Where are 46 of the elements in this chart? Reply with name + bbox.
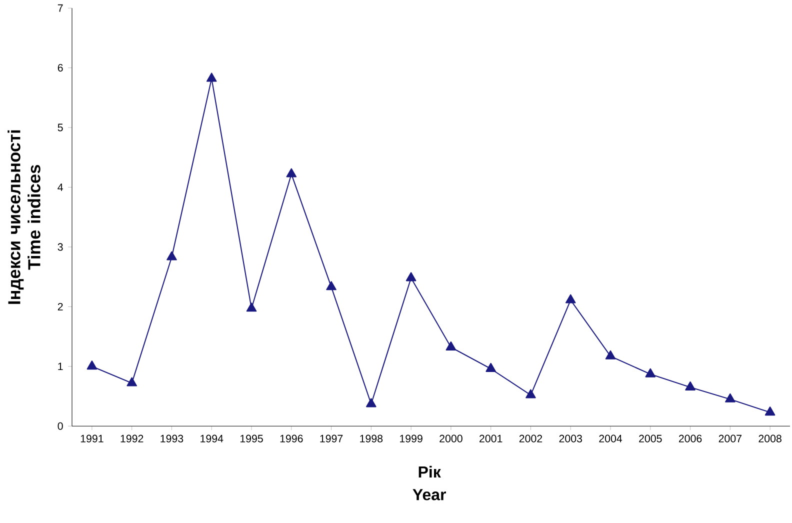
- point: [326, 281, 336, 290]
- x-tick-label: 1997: [320, 434, 343, 442]
- y-axis-title: Індекси чисельності Time indices: [8, 130, 40, 304]
- y-tick-label: 5: [58, 124, 63, 132]
- point: [764, 406, 776, 416]
- x-tick-label: 2002: [519, 434, 542, 442]
- point: [526, 389, 536, 398]
- x-tick-label: 1992: [120, 434, 144, 442]
- x-tick-label: 1998: [360, 434, 383, 442]
- x-tick-label: 1994: [200, 434, 224, 442]
- point: [725, 393, 736, 402]
- x-axis-title: Рік Year: [412, 466, 446, 500]
- x-tick-label: 2003: [559, 434, 582, 442]
- point: [286, 168, 297, 178]
- point: [366, 398, 376, 408]
- x-tick-label: 1995: [240, 434, 263, 442]
- x-tick-label: 2005: [639, 434, 662, 442]
- point: [126, 377, 137, 386]
- point: [605, 350, 616, 360]
- x-tick-label: 2007: [718, 434, 742, 442]
- y-tick-label: 6: [58, 64, 63, 72]
- x-tick-label: 2008: [758, 434, 782, 442]
- x-tick-label: 1991: [80, 434, 104, 442]
- point: [246, 302, 257, 312]
- y-tick-label: 4: [58, 184, 63, 191]
- x-tick-label: 1999: [400, 434, 422, 442]
- point: [446, 341, 456, 350]
- x-tick-label: 2000: [440, 434, 462, 442]
- y-tick-label: 0: [58, 422, 63, 430]
- y-tick-label: 2: [58, 302, 63, 310]
- point: [486, 362, 496, 372]
- point: [206, 72, 217, 82]
- y-tick-label: 7: [58, 4, 63, 12]
- point: [645, 368, 656, 378]
- x-tick-label: 1996: [280, 434, 303, 442]
- x-tick-label: 2004: [599, 434, 622, 442]
- y-tick-label: 3: [58, 243, 63, 251]
- x-tick-label: 2006: [678, 434, 702, 442]
- point: [166, 251, 177, 260]
- y-tick-label: 1: [58, 362, 63, 370]
- x-tick-label: 2001: [480, 434, 502, 442]
- point: [565, 294, 576, 304]
- point: [685, 381, 696, 390]
- point: [406, 272, 416, 282]
- x-tick-label: 1993: [160, 434, 184, 442]
- point: [86, 360, 98, 370]
